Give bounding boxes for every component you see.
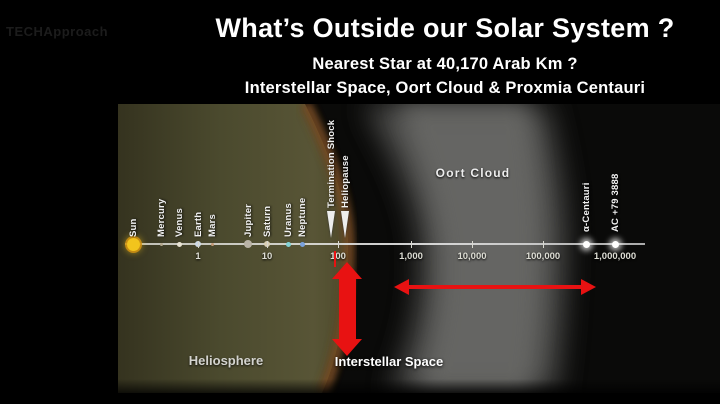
oort-cloud-core [398,104,540,393]
tick-label-100: 100 [330,251,346,262]
interstellar-space-label: Interstellar Space [334,354,444,369]
red-horizontal-arrow-shaft [408,285,582,289]
red-vertical-arrow-shaft [339,278,356,339]
jupiter-dot [244,240,252,248]
bottom-vignette [118,379,720,393]
neptune-label: Neptune [296,197,308,237]
tick-1 [197,241,199,248]
diagram-background-art [118,104,720,393]
diagram: Sun Mercury Venus Earth Mars Jupiter Saturn Ura… [118,104,720,393]
distance-scale-line [125,243,645,245]
red-horizontal-arrow-left-head [394,279,409,295]
sun-dot [126,237,140,251]
tick-label-10: 10 [261,251,273,262]
mercury-dot [159,242,163,246]
mars-label: Mars [206,214,218,237]
uranus-label: Uranus [282,203,294,237]
heliosphere-label: Heliosphere [188,353,264,368]
ac-79-3888-label: AC +79 3888 [609,173,621,232]
watermark: TECHApproach [6,24,109,39]
heliopause-marker [341,211,349,238]
red-marker-line [334,251,336,267]
tick-label-1: 1 [195,251,201,262]
centauri-star [582,240,590,248]
ac-79-3888-star [611,240,619,248]
neptune-dot [299,241,305,247]
termination-shock-marker [327,211,335,238]
tick-100-000 [542,241,544,248]
uranus-dot [285,241,291,247]
subtitle-topics: Interstellar Space, Oort Cloud & Proxmia… [244,79,646,97]
red-horizontal-arrow-right-head [581,279,596,295]
tick-label-1-000: 1,000 [399,251,423,262]
centauri-label: α-Centauri [580,182,592,232]
mercury-label: Mercury [155,198,167,237]
tick-100 [337,241,339,248]
page-title: What’s Outside our Solar System ? [215,13,675,43]
oort-cloud-label: Oort Cloud [435,166,511,180]
tick-label-1-000-000: 1,000,000 [593,251,637,262]
mars-dot [210,242,214,246]
termination-shock-label: Termination Shock [325,119,337,208]
jupiter-label: Jupiter [242,203,254,237]
red-vertical-arrow-up-head [332,262,362,279]
tick-label-100-000: 100,000 [525,251,561,262]
tick-1-000 [410,241,412,248]
venus-dot [176,241,182,247]
heliopause-label: Heliopause [339,155,351,208]
red-vertical-arrow-down-head [332,339,362,356]
tick-label-10-000: 10,000 [457,251,487,262]
header: What’s Outside our Solar System ? Neares… [172,0,718,98]
saturn-label: Saturn [261,205,273,237]
venus-label: Venus [173,208,185,237]
subtitle-nearest-star: Nearest Star at 40,170 Arab Km ? [312,55,578,73]
tick-10 [266,241,268,248]
sun-label: Sun [127,218,139,237]
earth-label: Earth [192,211,204,237]
heliosphere-region [118,104,348,393]
tick-10-000 [471,241,473,248]
